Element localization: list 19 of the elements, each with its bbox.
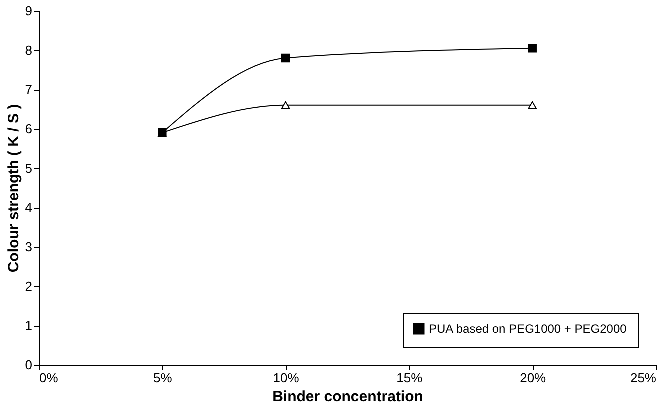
x-tick-label: 25% — [630, 370, 657, 386]
y-tick-label: 6 — [25, 122, 32, 136]
x-tick-label: 5% — [154, 370, 173, 386]
x-tick-label: 10% — [273, 370, 300, 386]
y-tick-label: 4 — [25, 200, 32, 216]
y-tick-label: 7 — [25, 82, 32, 98]
x-tick-label: 20% — [520, 370, 547, 386]
y-tick-label: 1 — [25, 318, 32, 334]
y-tick-label: 5 — [25, 160, 32, 176]
y-axis-title: Colour strength ( K / S ) — [5, 104, 22, 273]
x-axis-title: Binder concentration — [272, 388, 424, 406]
x-tick-label: 15% — [396, 370, 424, 386]
y-tick-label: 0 — [25, 358, 32, 372]
y-tick-label: 3 — [25, 240, 32, 254]
y-tick-label: 9 — [25, 4, 32, 18]
y-tick-label: 2 — [25, 278, 32, 294]
legend-label: PUA based on PEG1000 + PEG2000 — [429, 322, 628, 336]
y-tick-label: 8 — [25, 42, 32, 58]
x-tick-label: 0% — [40, 370, 59, 386]
